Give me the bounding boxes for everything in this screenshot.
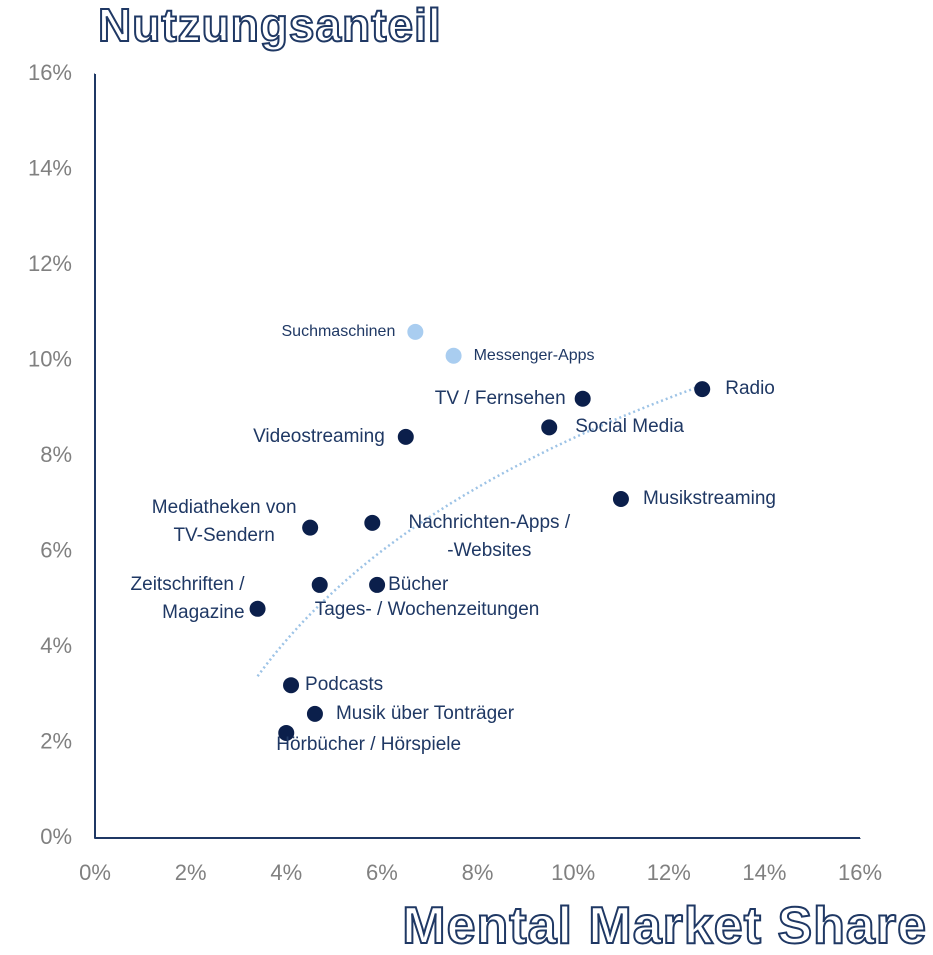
point-label: Zeitschriften / Magazine [130, 573, 245, 623]
y-tick-label: 6% [40, 537, 72, 562]
x-tick-label: 6% [366, 860, 398, 885]
point [311, 576, 328, 593]
point [541, 419, 558, 436]
point-label: Radio [725, 378, 775, 400]
point [694, 381, 711, 398]
point-label: Musikstreaming [642, 487, 776, 509]
point-label: Videostreaming [253, 425, 385, 447]
point-label: Bücher [388, 573, 449, 595]
y-tick-label: 0% [40, 824, 72, 849]
point-label: Podcasts [305, 674, 384, 696]
y-tick-label: 10% [28, 346, 72, 371]
x-tick-label: 16% [838, 860, 882, 885]
x-tick-label: 14% [742, 860, 786, 885]
point [612, 490, 629, 507]
point-label: Tages- / Wochenzeitungen [314, 598, 540, 620]
point [364, 514, 381, 531]
point [283, 677, 300, 694]
y-tick-label: 16% [28, 60, 72, 85]
point [306, 705, 323, 722]
point [574, 390, 591, 407]
point [397, 428, 414, 445]
point [445, 347, 462, 364]
trendline [256, 384, 703, 677]
point [369, 576, 386, 593]
point [407, 323, 424, 340]
y-tick-label: 8% [40, 442, 72, 467]
x-tick-label: 2% [175, 860, 207, 885]
x-tick-label: 10% [551, 860, 595, 885]
point-label: Suchmaschinen [281, 322, 396, 340]
x-axis-label: Mental Market Share [401, 896, 927, 955]
point-label: Musik über Tonträger [335, 702, 515, 724]
point-label: Mediatheken von TV-Sendern [151, 496, 297, 546]
y-tick-label: 2% [40, 728, 72, 753]
point [278, 724, 295, 741]
point-label: Hörbücher / Hörspiele [276, 733, 462, 755]
x-tick-label: 0% [79, 860, 111, 885]
y-tick-label: 12% [28, 251, 72, 276]
point-label: Messenger-Apps [473, 346, 595, 364]
x-tick-label: 4% [270, 860, 302, 885]
point-label: Nachrichten-Apps / -Websites [408, 511, 571, 561]
x-tick-label: 12% [647, 860, 691, 885]
point [302, 519, 319, 536]
point-label: Social Media [575, 416, 684, 438]
point [249, 600, 266, 617]
chart-title: Nutzungsanteil [97, 0, 442, 52]
y-tick-label: 14% [28, 155, 72, 180]
x-tick-label: 8% [462, 860, 494, 885]
point-label: TV / Fernsehen [434, 387, 566, 409]
y-tick-label: 4% [40, 633, 72, 658]
